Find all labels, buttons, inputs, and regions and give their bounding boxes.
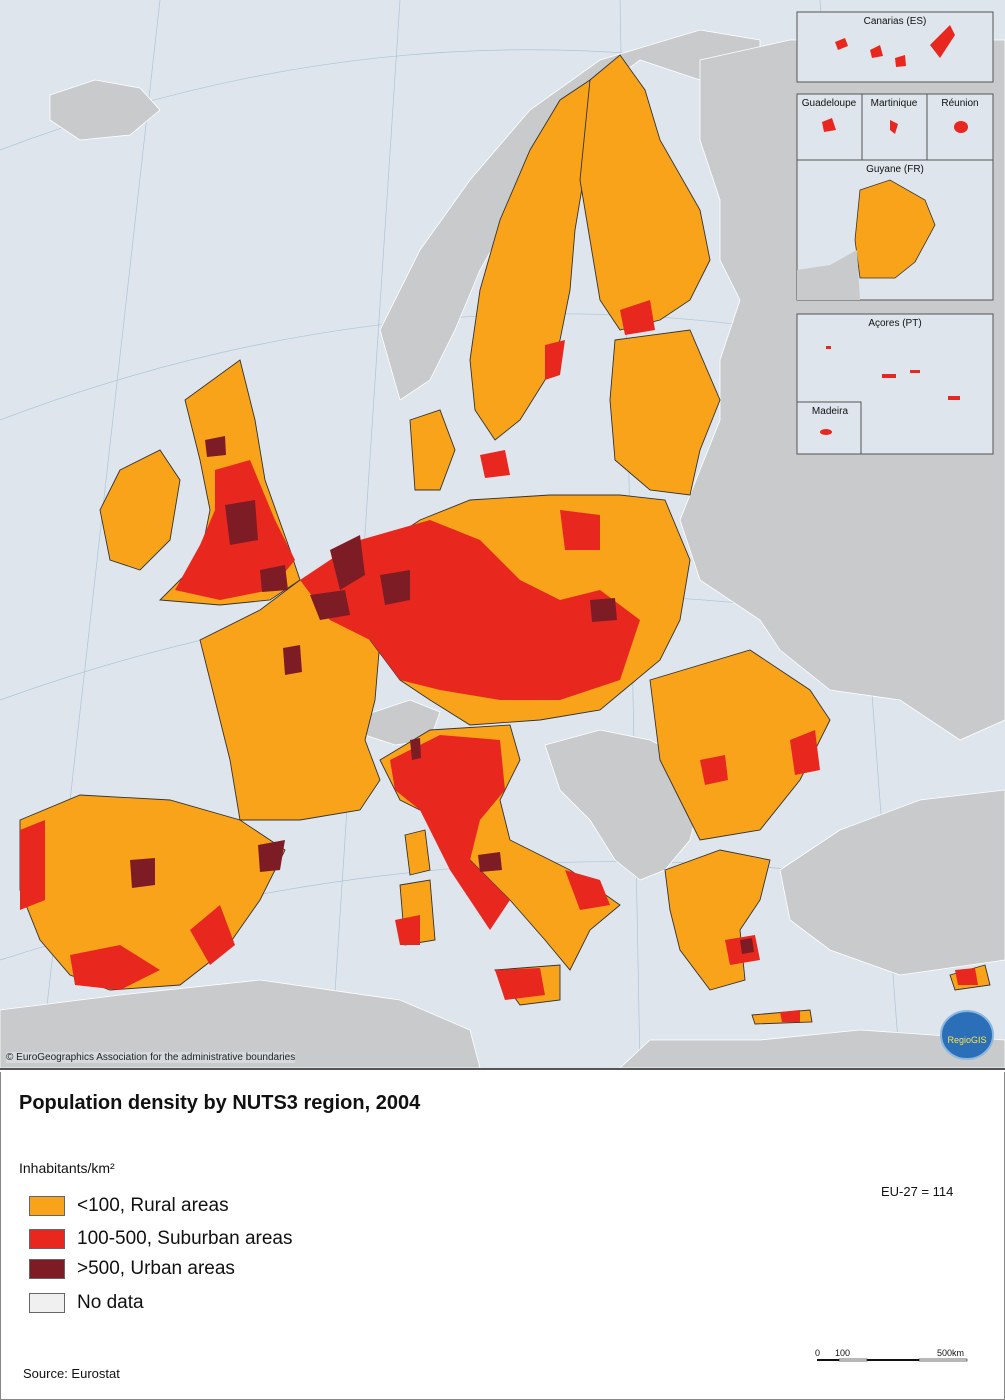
legend-label-no-data: No data — [77, 1292, 144, 1313]
legend-swatch-suburban — [29, 1229, 65, 1249]
legend-item-rural: <100, Rural areas — [29, 1194, 229, 1218]
source-note: Source: Eurostat — [23, 1366, 120, 1381]
legend-label-rural: <100, Rural areas — [77, 1195, 229, 1216]
suburban-portugal — [20, 820, 45, 910]
eu-average: EU-27 = 114 — [881, 1184, 954, 1199]
suburban-sicily — [495, 968, 545, 1000]
urban-madrid — [130, 858, 155, 888]
sweden — [469, 79, 601, 441]
scale-label-500: 500km — [937, 1348, 964, 1358]
urban-randstad — [330, 535, 365, 590]
legend-label-suburban: 100-500, Suburban areas — [77, 1228, 293, 1249]
legend-unit: Inhabitants/km² — [19, 1160, 115, 1176]
suburban-italy-north — [390, 735, 510, 930]
turkey — [779, 789, 1005, 976]
legend-swatch-no-data — [29, 1293, 65, 1313]
urban-paris — [283, 645, 302, 675]
baltics — [609, 329, 721, 496]
balkans — [544, 729, 701, 881]
suburban-bucharest — [700, 755, 728, 785]
urban-scotland — [205, 436, 226, 457]
suburban-helsinki — [620, 300, 655, 335]
copyright-note: © EuroGeographics Association for the ad… — [6, 1052, 296, 1063]
suburban-stockholm — [545, 340, 565, 380]
romania-bulgaria — [649, 649, 831, 841]
urban-london — [260, 565, 288, 592]
logo-text: RegioGIS — [947, 1035, 986, 1045]
eu-urban — [130, 436, 754, 954]
regiogis-logo: RegioGIS — [940, 1010, 994, 1060]
north-africa-east — [619, 1029, 1005, 1068]
legend-swatch-rural — [29, 1196, 65, 1216]
suburban-cyprus — [955, 968, 978, 985]
scale-label-100: 100 — [835, 1348, 850, 1358]
inset-madeira — [796, 401, 862, 455]
ireland — [99, 449, 181, 571]
inset-acores-label: Açores (PT) — [868, 318, 921, 329]
suburban-apulia — [565, 870, 610, 910]
legend-panel: Population density by NUTS3 region, 2004… — [0, 1072, 1005, 1400]
eu-suburban — [20, 300, 978, 1022]
suburban-copenhagen — [480, 450, 510, 478]
corsica — [404, 829, 431, 876]
legend-label-urban: >500, Urban areas — [77, 1258, 235, 1279]
inset-guadeloupe-label: Guadeloupe — [802, 98, 857, 109]
inset-canarias — [796, 11, 994, 83]
suburban-poland — [560, 510, 600, 550]
suburban-central — [300, 520, 640, 700]
urban-athens — [740, 938, 754, 954]
inset-canarias-label: Canarias (ES) — [864, 16, 927, 27]
north-africa — [0, 979, 481, 1068]
inset-madeira-label: Madeira — [812, 406, 849, 417]
inset-guyane-label: Guyane (FR) — [866, 164, 924, 175]
denmark — [409, 409, 456, 491]
suburban-crete — [780, 1010, 800, 1022]
finland — [579, 54, 711, 331]
iceland — [49, 79, 161, 141]
legend-swatch-urban — [29, 1259, 65, 1279]
suburban-romania-east — [790, 730, 820, 775]
urban-naples — [478, 852, 502, 872]
urban-barcelona — [258, 840, 285, 872]
urban-midlands — [225, 500, 258, 545]
legend-item-urban: >500, Urban areas — [29, 1257, 235, 1281]
map-title: Population density by NUTS3 region, 2004 — [19, 1092, 421, 1114]
insets: Canarias (ES) Guadeloupe Martinique Réun… — [796, 11, 994, 455]
urban-milan — [410, 738, 421, 760]
inset-reunion-label: Réunion — [941, 98, 978, 109]
urban-silesia — [590, 598, 617, 622]
urban-ruhr — [380, 570, 410, 605]
legend-item-suburban: 100-500, Suburban areas — [29, 1227, 293, 1251]
europe-map: Canarias (ES) Guadeloupe Martinique Réun… — [0, 0, 1005, 1068]
legend-item-no-data: No data — [29, 1291, 144, 1315]
scale-label-0: 0 — [815, 1348, 820, 1358]
map-area: Canarias (ES) Guadeloupe Martinique Réun… — [0, 0, 1005, 1070]
suburban-sardinia — [395, 915, 420, 945]
urban-belgium — [310, 590, 350, 620]
suburban-andalusia — [70, 945, 160, 990]
suburban-valencia — [190, 905, 235, 965]
inset-martinique-label: Martinique — [871, 98, 918, 109]
scale-bar: 0 100 500km — [813, 1348, 973, 1378]
